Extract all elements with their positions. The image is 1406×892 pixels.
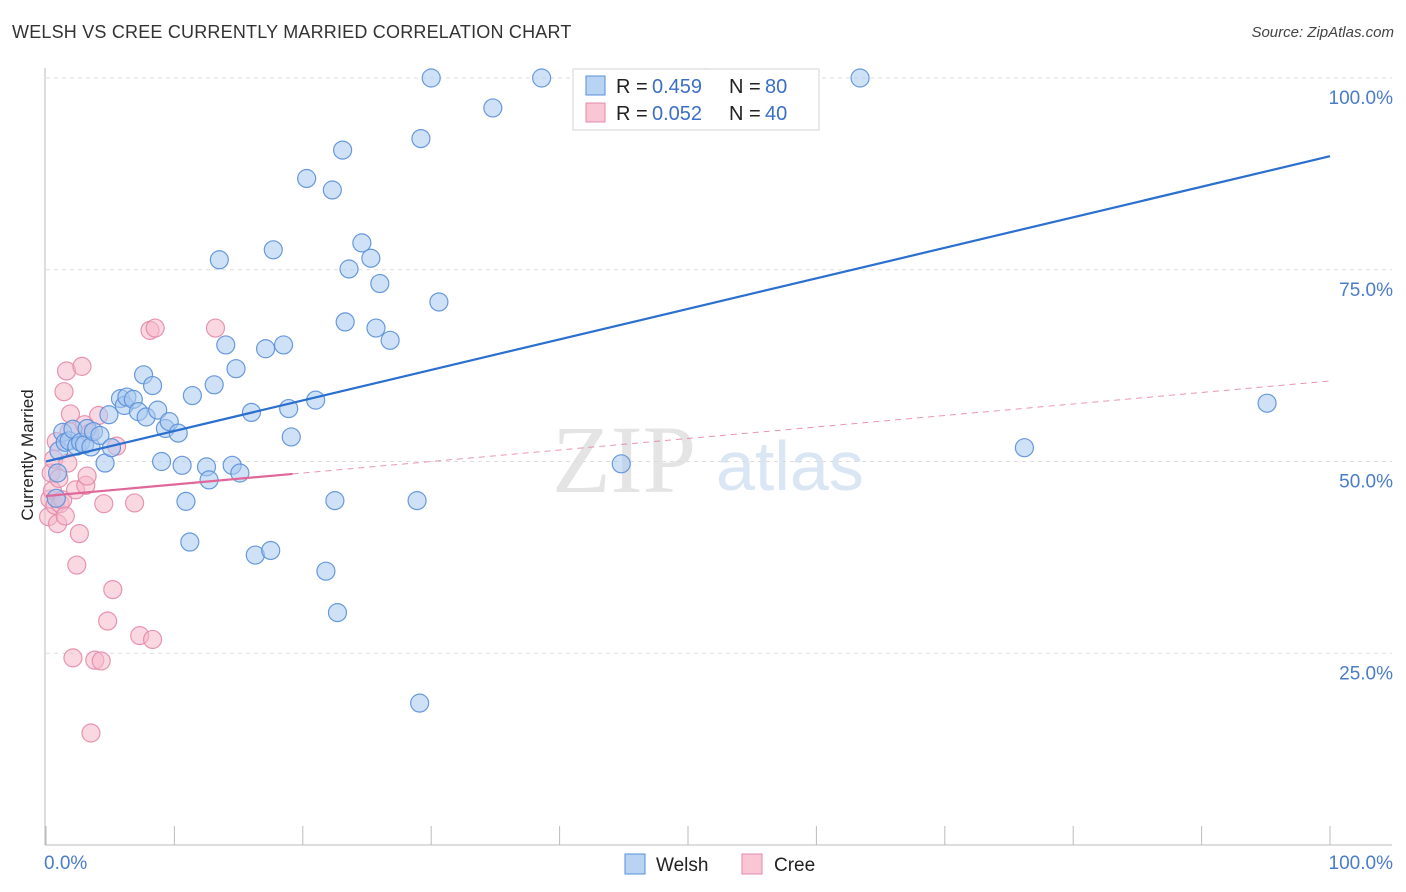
welsh-point: [99, 405, 119, 425]
welsh-point: [339, 259, 359, 279]
welsh-point: [410, 693, 430, 713]
y-tick-label: 25.0%: [1339, 663, 1393, 684]
welsh-point: [611, 454, 631, 474]
welsh-trend-line: [45, 155, 1331, 463]
chart-title: WELSH VS CREE CURRENTLY MARRIED CORRELAT…: [12, 22, 572, 42]
y-tick-label: 75.0%: [1339, 280, 1393, 301]
welsh-n-label: N =: [729, 76, 761, 98]
welsh-point: [176, 491, 196, 511]
cree-point: [145, 318, 165, 338]
cree-point: [81, 723, 101, 743]
cree-point: [124, 493, 145, 513]
welsh-point: [325, 491, 345, 511]
cree-n-value: 40: [765, 103, 787, 125]
welsh-point: [142, 375, 163, 396]
welsh-point: [261, 540, 281, 561]
y-axis-label: Currently Married: [18, 389, 37, 520]
welsh-point: [204, 375, 224, 395]
welsh-point: [429, 292, 449, 312]
cree-point: [98, 611, 118, 631]
welsh-point: [1014, 438, 1035, 458]
welsh-point: [532, 68, 552, 88]
welsh-point: [407, 491, 427, 511]
welsh-point: [168, 423, 188, 443]
welsh-point: [483, 98, 503, 118]
welsh-point: [411, 128, 431, 149]
cree-point: [63, 648, 83, 668]
cree-n-label: N =: [729, 103, 761, 125]
welsh-point: [209, 250, 229, 270]
source-credit: Source: ZipAtlas.com: [1251, 24, 1394, 41]
welsh-point: [370, 273, 390, 294]
axis-ticks: 25.0% 50.0% 75.0% 100.0%: [1329, 88, 1394, 684]
cree-point: [54, 382, 74, 402]
cree-point: [103, 579, 123, 600]
welsh-legend-swatch: [585, 75, 606, 96]
welsh-point: [333, 140, 353, 160]
welsh-point: [281, 427, 301, 447]
cree-point: [142, 629, 163, 650]
welsh-point: [255, 339, 276, 359]
x-tick-label-min: 0.0%: [44, 853, 87, 874]
welsh-point: [1257, 393, 1277, 413]
welsh-point: [182, 385, 202, 406]
welsh-point: [352, 233, 372, 253]
welsh-point: [151, 451, 172, 472]
welsh-point: [421, 68, 441, 88]
stats-legend: R = 0.459 N = 80 R = 0.052 N = 40: [572, 68, 820, 131]
welsh-point: [380, 330, 400, 350]
welsh-point: [172, 455, 192, 475]
welsh-point: [327, 602, 348, 623]
cree-point: [69, 523, 89, 544]
cree-trend-line-solid: [45, 472, 293, 498]
cree-trend-line-dashed: [292, 380, 1331, 475]
stats-legend-box: [572, 68, 820, 131]
welsh-point: [226, 359, 246, 379]
cree-point: [55, 506, 75, 526]
welsh-r-label: R =: [616, 76, 648, 98]
cree-point: [67, 555, 87, 575]
welsh-point: [216, 335, 236, 355]
welsh-point: [316, 561, 336, 581]
y-tick-label: 100.0%: [1329, 88, 1394, 109]
welsh-point: [361, 248, 381, 268]
x-tick-label-max: 100.0%: [1329, 853, 1394, 874]
trend-lines: [45, 155, 1331, 498]
data-points: [38, 68, 1277, 743]
series-legend: Welsh Cree: [624, 853, 815, 876]
welsh-point: [180, 532, 200, 552]
welsh-series-swatch: [624, 853, 646, 875]
welsh-point: [297, 168, 317, 189]
cree-point: [91, 651, 111, 671]
welsh-point: [306, 390, 326, 410]
welsh-point: [90, 425, 110, 446]
cree-legend-swatch: [585, 102, 606, 123]
welsh-point: [335, 312, 355, 332]
welsh-n-value: 80: [765, 76, 787, 98]
cree-series-swatch: [741, 853, 763, 875]
welsh-point: [263, 240, 283, 260]
welsh-point: [322, 180, 342, 200]
cree-series-label: Cree: [774, 855, 815, 876]
watermark-atlas: atlas: [716, 427, 864, 505]
welsh-point: [366, 318, 386, 338]
welsh-point: [273, 335, 294, 355]
cree-r-label: R =: [616, 103, 648, 125]
cree-point: [72, 356, 92, 376]
welsh-point: [47, 463, 68, 483]
cree-point: [205, 318, 226, 338]
welsh-point: [850, 68, 870, 88]
y-tick-label: 50.0%: [1339, 472, 1393, 493]
welsh-r-value: 0.459: [652, 76, 702, 98]
cree-r-value: 0.052: [652, 103, 702, 125]
gridlines: [46, 77, 1392, 654]
cree-point: [94, 494, 114, 514]
cree-point: [77, 466, 97, 486]
welsh-point: [46, 488, 66, 508]
welsh-series-label: Welsh: [656, 855, 708, 876]
welsh-point: [148, 400, 168, 420]
